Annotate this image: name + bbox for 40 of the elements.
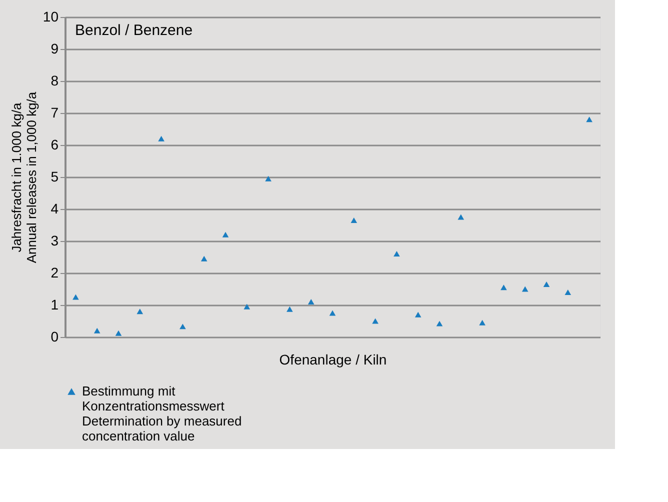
point bbox=[94, 328, 100, 334]
point bbox=[136, 308, 144, 314]
point bbox=[414, 312, 422, 318]
point bbox=[372, 318, 378, 324]
y-tick-label: 3 bbox=[50, 232, 59, 248]
point bbox=[72, 294, 79, 300]
y-tick-label: 6 bbox=[50, 136, 59, 152]
point bbox=[586, 116, 592, 122]
point bbox=[158, 136, 164, 142]
point bbox=[479, 320, 486, 326]
y-tick-label: 10 bbox=[42, 8, 59, 24]
y-tick-label: 0 bbox=[50, 328, 59, 344]
chart-title: Benzol / Benzene bbox=[75, 22, 193, 39]
point bbox=[564, 289, 572, 295]
point bbox=[286, 306, 293, 312]
point bbox=[308, 299, 314, 305]
y-tick-label: 4 bbox=[50, 200, 59, 216]
point bbox=[200, 256, 208, 262]
point bbox=[458, 214, 464, 220]
point bbox=[500, 284, 507, 290]
y-tick-label: 9 bbox=[50, 40, 59, 56]
y-tick-label: 2 bbox=[50, 264, 59, 280]
point bbox=[436, 320, 443, 326]
y-tick-label: 5 bbox=[50, 168, 59, 184]
y-tick-label: 8 bbox=[50, 72, 59, 88]
legend-label: Bestimmung mit Konzentrationsmesswert Determination by measured concentration value bbox=[82, 384, 242, 444]
point bbox=[329, 310, 336, 316]
point bbox=[394, 251, 400, 257]
point bbox=[350, 217, 358, 223]
point bbox=[115, 330, 122, 336]
point bbox=[265, 176, 272, 182]
point bbox=[244, 304, 250, 310]
point bbox=[180, 324, 186, 330]
y-tick-label: 7 bbox=[50, 104, 59, 120]
point bbox=[522, 286, 528, 292]
y-axis-title: Jahresfracht in 1.000 kg/a Annual releases in 1,000 kg/a bbox=[8, 91, 39, 264]
y-tick-label: 1 bbox=[50, 296, 59, 312]
point bbox=[543, 281, 550, 287]
point bbox=[222, 232, 229, 238]
x-axis-title: Ofenanlage / Kiln bbox=[279, 352, 387, 368]
